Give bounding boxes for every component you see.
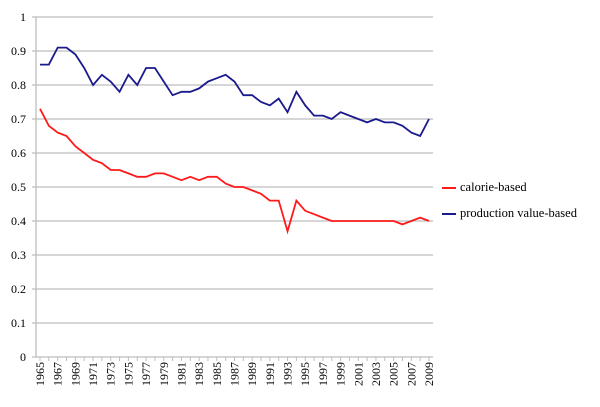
series-line-0 [39,108,430,235]
x-tick-label: 1969 [68,362,82,386]
x-tick-label: 1991 [263,362,277,386]
legend-swatch [442,212,456,215]
legend-item-production: production value-based [442,206,577,221]
y-tick-label: 0.4 [11,214,26,228]
x-tick-label: 1979 [157,362,171,386]
x-tick-label: 1993 [281,362,295,386]
x-tick-label: 1965 [33,362,47,386]
y-tick-label: 0.9 [11,44,26,58]
y-tick-label: 1 [20,10,26,24]
x-tick-label: 1981 [174,362,188,386]
x-tick-label: 1985 [210,362,224,386]
x-tick-label: 1973 [104,362,118,386]
x-tick-label: 2001 [351,362,365,386]
legend-item-calorie: calorie-based [442,180,527,195]
x-tick-label: 1999 [334,362,348,386]
x-tick-label: 1987 [228,362,242,386]
legend-label: production value-based [460,206,577,220]
x-tick-label: 1989 [245,362,259,386]
x-tick-label: 2005 [387,362,401,386]
y-tick-label: 0.3 [11,248,26,262]
legend-swatch [442,186,456,189]
x-tick-label: 1983 [192,362,206,386]
x-tick-label: 1995 [298,362,312,386]
y-tick-label: 0.5 [11,180,26,194]
y-tick-label: 0.2 [11,282,26,296]
y-tick-label: 0 [20,350,26,364]
x-tick-label: 1975 [121,362,135,386]
y-tick-label: 0.1 [11,316,26,330]
y-tick-label: 0.6 [11,146,26,160]
x-tick-label: 1967 [51,362,65,386]
x-tick-label: 2009 [422,362,436,386]
x-tick-label: 1997 [316,362,330,386]
x-tick-label: 2003 [369,362,383,386]
x-tick-label: 1971 [86,362,100,386]
x-tick-label: 2007 [404,362,418,386]
y-tick-label: 0.8 [11,78,26,92]
x-tick-label: 1977 [139,362,153,386]
series-line-1 [40,46,430,138]
y-tick-label: 0.7 [11,112,26,126]
legend-label: calorie-based [460,180,527,194]
